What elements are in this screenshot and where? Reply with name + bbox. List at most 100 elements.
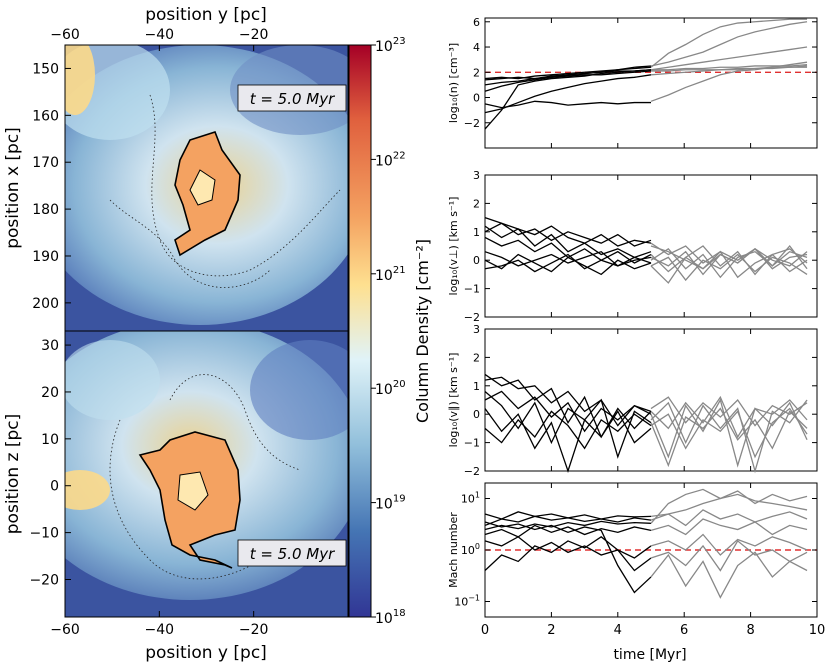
map-ytick-label: 170: [32, 155, 59, 171]
series-early-track-3: [484, 376, 652, 427]
series-early-track-2: [484, 390, 652, 459]
bottom-map-void: [250, 340, 348, 440]
map-ytick-label: 0: [50, 479, 59, 495]
ytick-label: −2: [464, 311, 480, 324]
series-early-track-2: [484, 74, 652, 114]
ytick-label: 2: [473, 66, 480, 79]
series-early-track-3: [484, 511, 652, 520]
map-xtick-label: −20: [239, 27, 269, 43]
ytick-label: 3: [473, 323, 480, 336]
xtick-label: 10: [809, 623, 826, 638]
series-early-track-4: [484, 536, 652, 572]
series-early-track-7: [484, 253, 652, 276]
series-late-track-5: [650, 46, 808, 71]
map-ytick-label: 30: [41, 338, 59, 354]
panel-ylabel: log₁₀(n) [cm⁻³]: [447, 43, 460, 123]
series-late-track-5: [650, 533, 808, 556]
series-late-track-7: [650, 253, 808, 282]
colorbar-tick-label: 1021: [375, 265, 406, 284]
ytick-label: 10−1: [454, 593, 480, 608]
series-late-track-3: [650, 18, 808, 68]
bottom-map-yticks: −20 −10 0 10 20 30: [29, 338, 71, 588]
ytick-label: −1: [464, 437, 480, 450]
bottom-map-xlabel: position y [pc]: [145, 643, 267, 663]
series-early-track-6: [484, 222, 652, 247]
top-map-title: t = 5.0 Myr: [250, 90, 335, 108]
series-early-track-4: [484, 408, 652, 474]
colorbar-tick-label: 1022: [375, 150, 406, 169]
series-late-track-6: [650, 551, 808, 599]
map-ytick-label: −20: [29, 572, 59, 588]
colorbar-tick-label: 1023: [375, 36, 406, 55]
series-late-track-3: [650, 509, 808, 527]
top-map-hotspot-edge: [65, 45, 95, 115]
top-map: [65, 45, 348, 331]
series-early-track-7: [484, 70, 652, 86]
top-map-cloud-hole: [189, 169, 216, 206]
series-late-track-6: [650, 407, 808, 468]
top-map-xticks: −60 −40 −20: [50, 27, 268, 51]
ytick-label: 1: [473, 380, 480, 393]
top-map-title-box: t = 5.0 Myr: [237, 84, 347, 112]
series-late-track-1: [650, 493, 808, 521]
xtick-label: 0: [481, 623, 489, 638]
bottom-map-xticks: −60 −40 −20: [50, 611, 268, 638]
colorbar-tick-label: 1020: [375, 379, 406, 398]
bottom-map-hotspot-edge: [65, 470, 110, 510]
bottom-map-frame: [64, 330, 349, 618]
top-map-yticks: 150 160 170 180 190 200: [32, 61, 71, 312]
ytick-label: 100: [461, 542, 480, 557]
bottom-map-dotted-boundary: [109, 419, 261, 580]
series-early-track-5: [484, 390, 652, 433]
ytick-label: 4: [473, 41, 480, 54]
panel-ylabel: log₁₀(v∥) [km s⁻¹]: [447, 353, 460, 448]
bottom-map-title-box: t = 5.0 Myr: [237, 539, 347, 567]
series-early-track-1: [484, 100, 651, 109]
top-map-dotted-boundary-2: [109, 199, 271, 288]
panel-frame: [484, 17, 818, 149]
series-late-track-4: [650, 407, 808, 459]
series-late-track-4: [650, 21, 808, 67]
series-late-track-5: [650, 250, 808, 284]
colorbar-label: Column Density [cm⁻²]: [413, 239, 432, 423]
ytick-label: −2: [464, 465, 480, 478]
map-ytick-label: 180: [32, 202, 59, 218]
top-map-ylabel: position x [pc]: [3, 127, 23, 249]
ytick-label: 6: [473, 16, 480, 29]
series-early-track-2: [484, 524, 652, 538]
map-ytick-label: −10: [29, 526, 59, 542]
map-ytick-label: 190: [32, 249, 59, 265]
series-late-track-6: [651, 64, 808, 71]
panel-density: −2 0 2 4 6 log₁₀(n) [cm⁻³]: [447, 16, 818, 149]
panel-ylabel: Mach number: [447, 512, 460, 588]
ytick-label: 3: [473, 169, 480, 182]
xtick-label: 2: [547, 623, 555, 638]
series-early-track-2: [484, 225, 652, 259]
map-ytick-label: 200: [32, 296, 59, 312]
map-ytick-label: 160: [32, 108, 59, 124]
colorbar-ticks: 1023 1022 1021 1020 1019 1018: [371, 36, 406, 627]
series-late-track-3: [650, 395, 808, 439]
time-xlabel: time [Myr]: [613, 647, 686, 663]
time-series-panels: −2 0 2 4 6 log₁₀(n) [cm⁻³] −2 −1 0 1 2 3 log₁₀(v⊥) […: [447, 16, 825, 638]
xtick-label: 6: [680, 623, 688, 638]
series-late-track-4: [650, 539, 808, 572]
map-xtick-label: −20: [239, 622, 269, 638]
bottom-map-filament: [65, 340, 160, 420]
ytick-label: −1: [464, 283, 480, 296]
map-xtick-label: −60: [50, 27, 80, 43]
map-ytick-label: 10: [41, 432, 59, 448]
ytick-label: 0: [473, 92, 480, 105]
ytick-label: −2: [464, 117, 480, 130]
ytick-label: 101: [461, 491, 480, 506]
series-early-track-3: [484, 250, 652, 267]
series-late-track-6: [650, 242, 808, 267]
bottom-map-ylabel: position z [pc]: [3, 414, 23, 534]
map-ytick-label: 20: [41, 385, 59, 401]
series-early-track-5: [484, 536, 652, 571]
panel-mach: 101 100 10−10 2 4 6 8 10 Mach number: [447, 482, 826, 638]
map-xtick-label: −40: [145, 622, 175, 638]
ytick-label: 2: [473, 197, 480, 210]
xtick-label: 4: [614, 623, 622, 638]
